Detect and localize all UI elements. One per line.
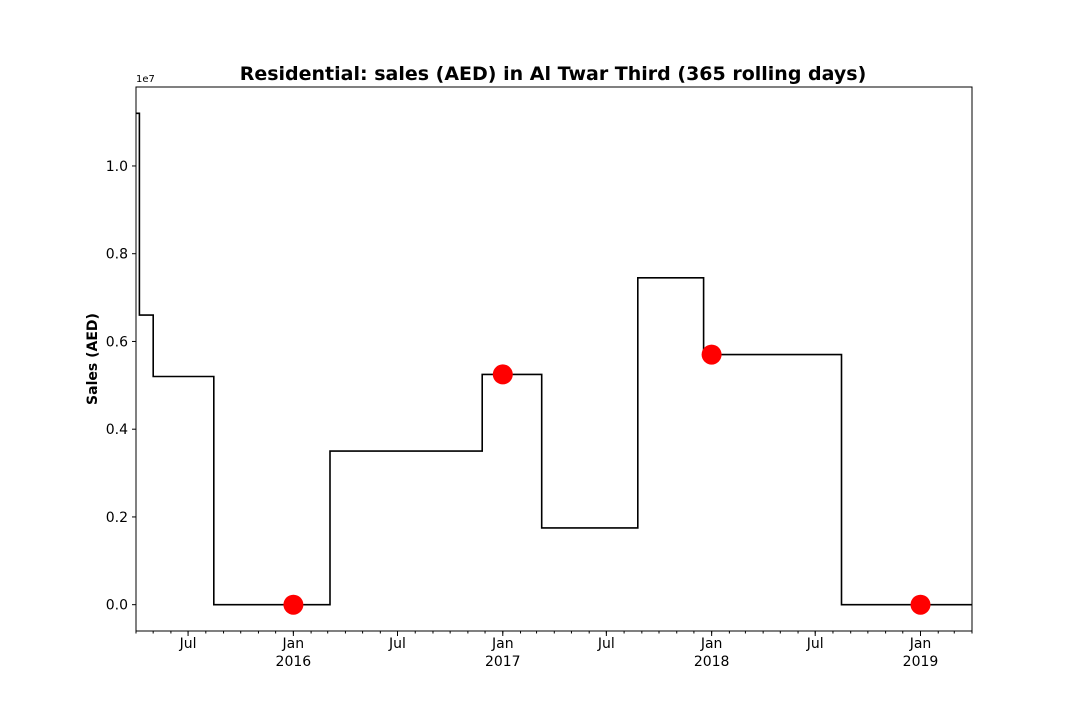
y-tick-label: 0.4 bbox=[106, 422, 128, 438]
y-tick-label: 1.0 bbox=[106, 159, 128, 175]
y-axis-label: Sales (AED) bbox=[85, 313, 101, 405]
x-tick-year-label: 2019 bbox=[903, 654, 939, 670]
y-tick-label: 0.8 bbox=[106, 247, 128, 263]
sales-step-line bbox=[136, 112, 972, 606]
x-tick-year-label: 2017 bbox=[485, 654, 521, 670]
x-tick-year-label: 2018 bbox=[694, 654, 730, 670]
x-tick-label: Jan bbox=[700, 636, 723, 652]
x-tick-label: Jan bbox=[909, 636, 932, 652]
marker-point bbox=[283, 594, 304, 615]
y-tick-label: 0.0 bbox=[106, 598, 128, 614]
ticks: 0.0 0.2 0.4 0.6 0.8 1.0 Jul Jan 2016 Jul Jan 2017 Ju… bbox=[106, 159, 973, 670]
x-tick-label: Jul bbox=[179, 636, 197, 652]
x-tick-label: Jan bbox=[491, 636, 514, 652]
plot-area bbox=[136, 112, 972, 615]
y-tick-label: 0.2 bbox=[106, 510, 128, 526]
x-tick-label: Jul bbox=[806, 636, 824, 652]
x-tick-label: Jul bbox=[388, 636, 406, 652]
x-tick-year-label: 2016 bbox=[276, 654, 312, 670]
x-tick-label: Jan bbox=[282, 636, 305, 652]
chart-title: Residential: sales (AED) in Al Twar Thir… bbox=[240, 63, 867, 85]
y-tick-label: 0.6 bbox=[106, 334, 128, 350]
marker-point bbox=[701, 344, 722, 365]
marker-point bbox=[492, 364, 513, 385]
marker-point bbox=[910, 594, 931, 615]
x-tick-label: Jul bbox=[597, 636, 615, 652]
plot-frame bbox=[135, 86, 973, 632]
y-offset-label: 1e7 bbox=[136, 74, 155, 85]
